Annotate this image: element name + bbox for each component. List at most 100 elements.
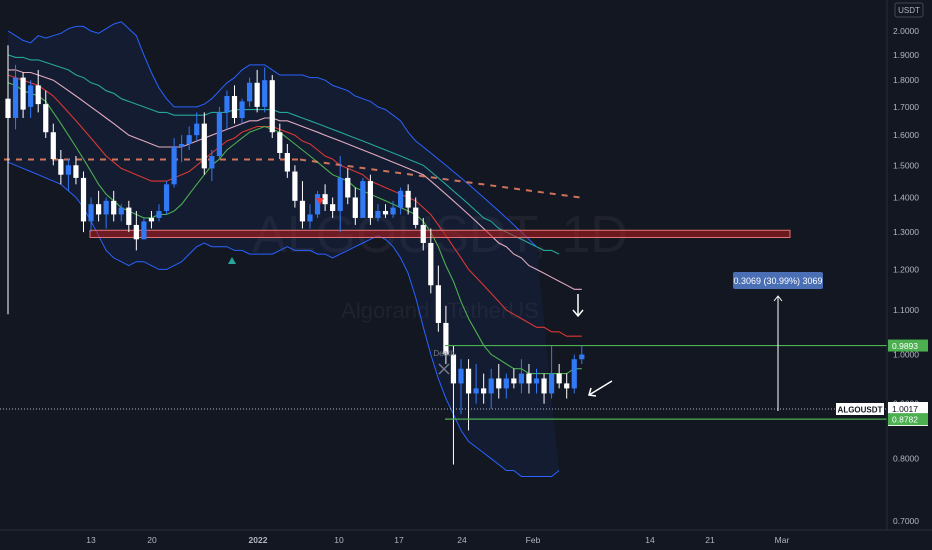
measure-label: 0.3069 (30.99%) 3069 xyxy=(733,272,823,289)
candle-body xyxy=(88,204,94,222)
candle-body xyxy=(118,207,124,215)
candle-body xyxy=(111,200,117,215)
death-cross-label: Death xyxy=(433,349,454,358)
y-tick-label: 2.0000 xyxy=(893,26,919,36)
candle-body xyxy=(12,77,19,118)
y-tick-label: 1.9000 xyxy=(893,50,919,60)
candle-body xyxy=(216,112,222,157)
candle-body xyxy=(533,378,540,384)
candle-body xyxy=(284,152,290,172)
pointer-arrow-icon xyxy=(588,380,613,397)
candle-body xyxy=(141,221,147,240)
y-tick-label: 0.7000 xyxy=(893,516,919,526)
candle-body xyxy=(231,95,238,118)
candle-body xyxy=(179,143,185,147)
x-tick-label: 20 xyxy=(147,535,157,545)
candle-body xyxy=(322,194,328,205)
x-tick-label: 24 xyxy=(457,535,467,545)
candle-body xyxy=(428,242,434,286)
support-tag-1-text: 0.9893 xyxy=(892,341,918,351)
candle-body xyxy=(450,354,457,384)
candle-body xyxy=(65,165,71,175)
candle-body xyxy=(345,177,351,198)
death-cross-icon xyxy=(438,363,450,375)
bollinger-band-fill xyxy=(8,21,560,477)
candle-body xyxy=(171,146,177,185)
candle-body xyxy=(163,184,170,212)
measure-arrowhead xyxy=(773,295,783,302)
currency-badge-box xyxy=(894,2,924,18)
candle-body xyxy=(564,383,570,389)
candle-body xyxy=(201,123,207,169)
candle-body xyxy=(307,214,313,222)
candle-body xyxy=(156,211,162,218)
y-tick-label: 1.0000 xyxy=(893,350,919,360)
symbol-tag-bg xyxy=(836,403,884,415)
candle-body xyxy=(186,135,192,144)
candle-body xyxy=(247,82,253,102)
last-price-text: 1.0017 xyxy=(892,404,918,414)
support-tag-1-bg xyxy=(888,339,928,352)
support-tag-2-text: 0.8782 xyxy=(892,415,918,425)
sell-triangle-icon xyxy=(316,198,324,205)
y-tick-label: 1.5000 xyxy=(893,160,919,170)
candle-body xyxy=(579,354,585,360)
candle-body xyxy=(314,194,321,215)
candle-body xyxy=(262,80,268,107)
candle-body xyxy=(488,378,494,394)
candle-body xyxy=(194,123,200,136)
candle-body xyxy=(126,207,132,225)
candle-body xyxy=(269,80,275,133)
x-tick-label: 21 xyxy=(705,535,715,545)
support-tag-2-bg xyxy=(888,413,928,426)
candle-body xyxy=(556,373,562,384)
candle-body xyxy=(549,373,555,394)
candle-body xyxy=(382,211,389,215)
candle-body xyxy=(80,177,87,222)
bollinger-lower-line xyxy=(7,161,560,477)
buy-triangle-icon xyxy=(228,257,236,264)
y-tick-label: 1.4000 xyxy=(893,192,919,202)
candle-body xyxy=(133,224,139,240)
measure-label-bg xyxy=(733,272,823,289)
candle-body xyxy=(28,85,34,107)
candle-body xyxy=(337,177,343,212)
x-axis-ticks: 13 20 2022 10 17 24 Feb 14 21 Mar xyxy=(86,535,789,545)
candle-body xyxy=(367,181,373,218)
candle-body xyxy=(35,85,41,105)
y-tick-label: 1.8000 xyxy=(893,75,919,85)
candle-body xyxy=(5,98,11,118)
candle-body xyxy=(254,82,260,107)
x-tick-label: Mar xyxy=(775,535,790,545)
candle-body xyxy=(405,190,411,208)
candle-body xyxy=(398,190,404,208)
x-tick-label: 10 xyxy=(334,535,344,545)
candle-body xyxy=(292,171,298,201)
candles xyxy=(5,45,585,465)
y-tick-label: 1.6000 xyxy=(893,130,919,140)
symbol-tag-text: ALGOUSDT xyxy=(838,406,883,415)
candle-body xyxy=(239,101,245,118)
candle-body xyxy=(209,156,215,169)
candle-body xyxy=(50,132,56,160)
x-tick-label: 2022 xyxy=(249,535,268,545)
candle-body xyxy=(465,368,472,394)
candle-body xyxy=(443,322,449,355)
resistance-zone xyxy=(89,229,791,238)
candle-body xyxy=(330,204,336,212)
candle-body xyxy=(458,368,464,384)
measure-label-text: 0.3069 (30.99%) 3069 xyxy=(733,276,822,286)
candle-body xyxy=(481,388,487,394)
candle-body xyxy=(511,378,517,384)
candle-body xyxy=(277,132,283,153)
ma-green-line xyxy=(7,82,582,375)
support-tag-2: 0.8782 xyxy=(888,413,928,426)
down-arrow-icon xyxy=(572,294,584,318)
ma-red-line xyxy=(7,74,582,337)
ma-teal-line xyxy=(7,54,560,255)
candle-body xyxy=(299,200,306,222)
candle-body xyxy=(526,373,532,384)
candle-body xyxy=(518,373,524,384)
